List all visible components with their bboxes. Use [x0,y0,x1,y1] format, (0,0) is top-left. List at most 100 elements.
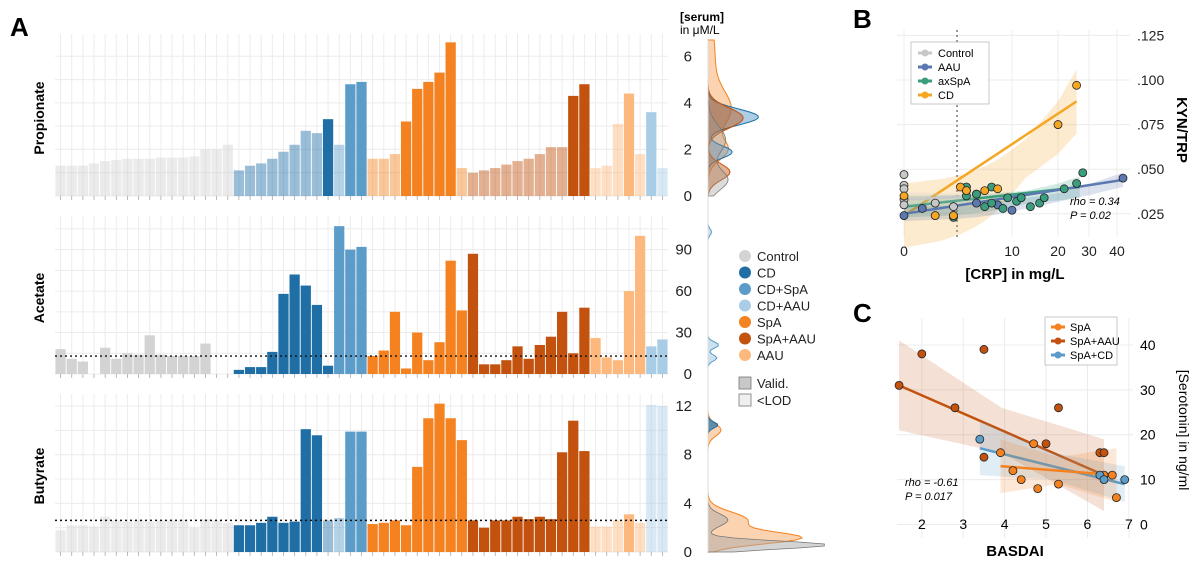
rho-annotation: rho = 0.34 [1070,196,1120,208]
bar-propionate [100,161,111,196]
bar-butyrate [623,514,635,552]
point-axspa [1039,193,1049,203]
bar-acetate [635,235,646,374]
bar-propionate [155,157,167,196]
x-tick-label: 7 [1125,516,1133,532]
legend-label: axSpA [938,76,971,88]
point-axspa [1078,168,1088,178]
panel-c-scatter: 2 3 4 5 6 7 0 10 20 30 40 BASDAI [Serotonin] in ng/m… [894,316,1192,560]
bar-propionate [367,158,378,196]
bar-acetate [512,346,523,374]
y-tick-label: 90 [675,242,692,259]
bar-propionate [300,130,311,196]
legend-swatch [739,266,751,279]
bar-propionate [144,158,155,196]
legend-swatch [738,376,752,390]
point-cd [899,191,909,201]
serum-header: [serum] [680,10,724,24]
legend-label: CD [938,90,954,102]
point-aau [972,198,981,208]
bar-propionate [501,164,512,196]
point-spa-cd [975,434,985,444]
bar-acetate [356,246,367,374]
x-tick-label: 30 [1081,243,1097,259]
y-tick-label: 4 [684,495,692,512]
bar-butyrate [178,520,189,552]
legend-label: <LOD [757,393,791,408]
panel-a-bar-charts: 0 2 4 6 Propionate 0 30 60 90 Acetate 0 4 8 12 Butyrat… [31,34,692,561]
point-axspa [972,189,981,199]
bar-butyrate [568,420,579,552]
density-butyrate-spa [707,400,804,553]
bar-acetate [534,344,545,374]
bar-butyrate [334,517,345,552]
y-tick-label: .125 [1137,27,1164,43]
point-spa-aau [894,380,904,390]
bar-acetate [77,361,88,374]
bar-propionate [378,158,389,196]
bar-propionate [556,147,568,196]
point-spa-cd [1099,475,1109,485]
bar-acetate [400,368,412,374]
bar-propionate [601,165,612,196]
bar-butyrate [144,521,155,552]
bar-butyrate [434,403,445,552]
bar-propionate [256,163,267,196]
bar-propionate [635,154,646,196]
bar-acetate [66,358,77,374]
bar-acetate [423,360,434,374]
bar-propionate [334,144,345,196]
bar-butyrate [478,527,490,552]
bar-acetate [501,360,512,374]
bar-propionate [55,165,66,196]
bar-propionate [568,95,579,196]
bar-propionate [523,158,534,196]
bar-propionate [490,168,501,196]
point-spa [1107,470,1117,480]
legend-label: CD+SpA [757,282,808,297]
bar-propionate [389,154,401,196]
legend-label: Control [757,249,799,264]
bar-propionate [233,170,245,196]
point-cd [993,184,1003,194]
point-spa-aau [950,403,960,413]
bar-acetate [412,332,423,374]
point-spa-aau [1041,439,1051,449]
bar-propionate [166,157,178,196]
bar-butyrate [222,522,233,552]
point-spa [1054,479,1063,489]
bar-propionate [579,84,590,196]
bar-acetate [334,226,345,374]
bar-propionate [356,81,367,196]
bar-acetate [122,353,133,374]
bar-butyrate [646,404,657,552]
bar-butyrate [590,526,601,552]
serum-unit: in μM/L [680,23,720,37]
bar-propionate [646,112,657,196]
panel-label-b: B [853,4,872,34]
y-tick-label: 30 [675,325,692,342]
bar-butyrate [200,519,211,552]
bar-butyrate [88,526,100,552]
bar-propionate [111,159,122,196]
bar-butyrate [389,520,401,552]
bar-butyrate [267,516,278,552]
bar-propionate [122,158,133,196]
bar-propionate [200,149,211,196]
y-tick-label: 20 [1140,427,1156,443]
point-axspa [1016,193,1026,203]
y-tick-label: .100 [1137,72,1164,88]
bar-butyrate [612,520,623,552]
bar-propionate [400,121,412,196]
y-axis-title: Butyrate [31,447,47,504]
bar-acetate [467,253,479,374]
fit-line [898,384,1105,477]
bar-butyrate [100,516,111,552]
point-aau [1118,173,1128,183]
y-tick-label: 8 [684,447,692,464]
point-cd [962,186,971,196]
panel-label-a: A [10,12,29,42]
bar-butyrate [133,520,144,552]
legend-swatch [739,349,751,361]
